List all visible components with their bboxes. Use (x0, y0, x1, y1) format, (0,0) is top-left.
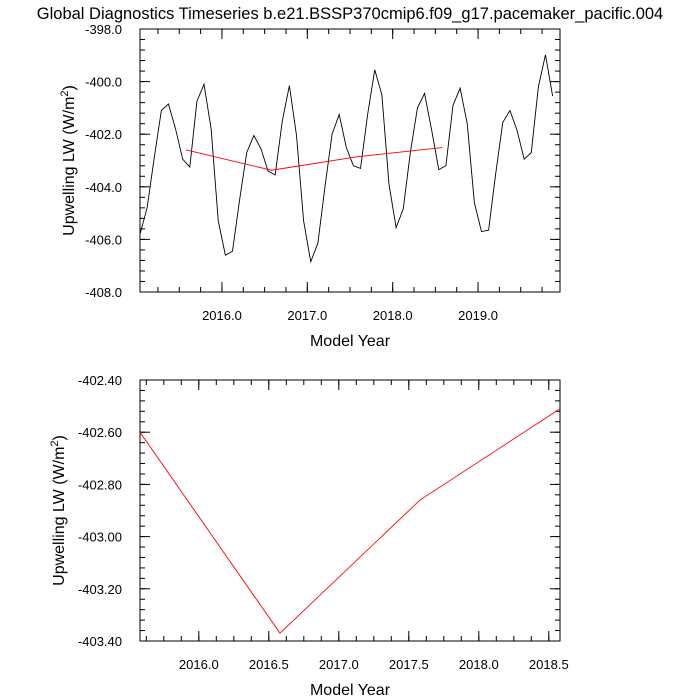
x-tick-label: 2017.5 (389, 657, 429, 672)
plot-frame (139, 379, 561, 642)
x-tick-label: 2019.0 (458, 308, 498, 323)
series-line-annual-mean (139, 408, 561, 634)
y-tick-label: -406.0 (85, 232, 122, 247)
series-line-monthly (139, 54, 554, 264)
y-tick-label: -403.40 (78, 634, 122, 649)
y-tick-label: -403.20 (78, 582, 122, 597)
x-tick-label: 2016.5 (249, 657, 289, 672)
y-axis-label: Upwelling LW (W/m2) (49, 435, 68, 586)
bottom-annual-panel: 2016.0 2016.5 2017.0 2017.5 2018.0 2018.5 -403… (49, 373, 569, 699)
y-axis-label: Upwelling LW (W/m2) (59, 85, 78, 236)
y-tick-label: -398.0 (85, 22, 122, 37)
y-tick-label: -404.0 (85, 180, 122, 195)
x-tick-label: 2018.0 (373, 308, 413, 323)
plot-frame (139, 28, 561, 293)
x-axis-label: Model Year (310, 333, 391, 350)
y-tick-label: -402.0 (85, 127, 122, 142)
x-tick-label: 2017.0 (319, 657, 359, 672)
top-timeseries-panel: 2016.0 2017.0 2018.0 2019.0 -408.0 -406.0 -404… (59, 22, 561, 350)
series-line-annual-mean (185, 147, 443, 171)
x-tick-label: 2017.0 (287, 308, 327, 323)
x-tick-label: 2016.0 (179, 657, 219, 672)
x-tick-label: 2018.5 (529, 657, 569, 672)
x-tick-label: 2016.0 (202, 308, 242, 323)
y-tick-label: -408.0 (85, 285, 122, 300)
y-tick-label: -402.80 (78, 477, 122, 492)
y-tick-label: -400.0 (85, 75, 122, 90)
chart-title: Global Diagnostics Timeseries b.e21.BSSP… (37, 5, 663, 23)
y-tick-label: -402.60 (78, 425, 122, 440)
x-axis-label: Model Year (310, 682, 391, 699)
y-tick-label: -402.40 (78, 373, 122, 388)
x-tick-label: 2018.0 (459, 657, 499, 672)
y-tick-label: -403.00 (78, 530, 122, 545)
